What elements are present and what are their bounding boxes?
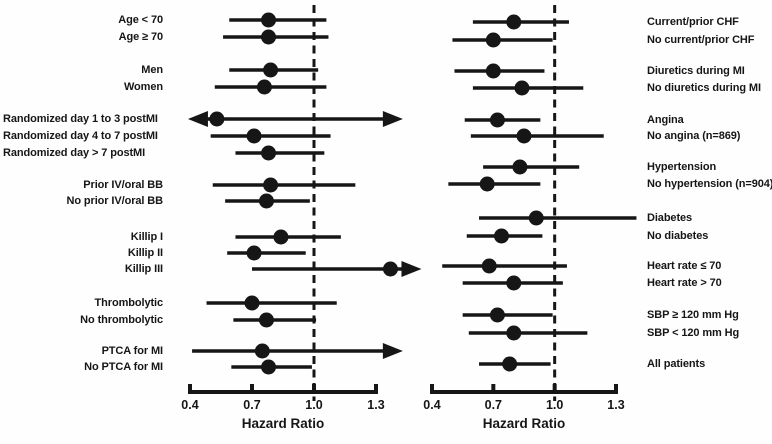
row-label: Age ≥ 70: [118, 31, 163, 43]
point-estimate-dot: [209, 111, 225, 127]
x-axis-title: Hazard Ratio: [242, 416, 325, 431]
row-label: No hypertension (n=904): [647, 178, 772, 190]
row-label: Randomized day 4 to 7 postMI: [3, 130, 158, 142]
x-axis-tick: [430, 384, 434, 392]
ci-arrow-left: [187, 111, 208, 127]
point-estimate-dot: [382, 261, 398, 277]
row-label: Diuretics during MI: [647, 65, 745, 77]
x-axis-tick: [552, 384, 557, 392]
point-estimate-dot: [506, 325, 522, 341]
row-label: Killip III: [124, 263, 163, 275]
point-estimate-dot: [263, 62, 279, 78]
row-label: No diuretics during MI: [647, 82, 761, 94]
row-label: No thrombolytic: [80, 314, 163, 326]
row-label: Heart rate > 70: [647, 277, 722, 289]
row-label: Men: [141, 64, 163, 76]
x-tick-label: 0.4: [423, 398, 440, 412]
row-label: PTCA for MI: [101, 345, 164, 357]
x-axis-tick: [491, 384, 496, 392]
row-label: No current/prior CHF: [647, 34, 755, 46]
point-estimate-dot: [479, 176, 495, 192]
row-label: SBP < 120 mm Hg: [647, 327, 740, 339]
point-estimate-dot: [502, 356, 518, 372]
point-estimate-dot: [244, 295, 260, 311]
point-estimate-dot: [485, 32, 501, 48]
row-label: All patients: [647, 358, 706, 370]
x-tick-label: 1.3: [607, 398, 624, 412]
row-label: Diabetes: [647, 212, 693, 224]
point-estimate-dot: [506, 275, 522, 291]
x-axis-tick: [312, 384, 316, 392]
x-axis-tick: [188, 384, 192, 392]
row-label: No diabetes: [647, 230, 709, 242]
x-axis-tick: [250, 384, 254, 392]
row-label: Randomized day 1 to 3 postMI: [3, 113, 158, 125]
x-tick-label: 0.7: [243, 398, 260, 412]
row-label: Women: [123, 81, 163, 93]
row-label: Age < 70: [118, 14, 163, 26]
point-estimate-dot: [261, 145, 277, 161]
point-estimate-dot: [256, 79, 272, 95]
point-estimate-dot: [489, 112, 505, 128]
row-label: Prior IV/oral BB: [83, 179, 163, 191]
point-estimate-dot: [516, 128, 532, 144]
point-estimate-dot: [273, 229, 289, 245]
ci-arrow-right: [382, 111, 403, 127]
point-estimate-dot: [485, 63, 501, 79]
row-label: Killip II: [127, 247, 163, 259]
point-estimate-dot: [263, 177, 279, 193]
point-estimate-dot: [261, 29, 277, 45]
x-tick-label: 0.4: [181, 398, 198, 412]
x-axis-title: Hazard Ratio: [483, 416, 566, 431]
row-label: SBP ≥ 120 mm Hg: [647, 309, 739, 321]
point-estimate-dot: [254, 343, 270, 359]
x-axis-tick: [614, 384, 618, 392]
row-label: Heart rate ≤ 70: [647, 260, 722, 272]
row-label: Killip I: [130, 231, 163, 243]
point-estimate-dot: [258, 312, 274, 328]
point-estimate-dot: [246, 128, 262, 144]
point-estimate-dot: [481, 258, 497, 274]
row-label: Current/prior CHF: [647, 16, 739, 28]
point-estimate-dot: [494, 228, 510, 244]
row-label: Randomized day > 7 postMI: [3, 147, 146, 159]
x-tick-label: 1.0: [305, 398, 322, 412]
point-estimate-dot: [512, 159, 528, 175]
point-estimate-dot: [528, 210, 544, 226]
point-estimate-dot: [514, 80, 530, 96]
point-estimate-dot: [506, 14, 522, 30]
row-label: No angina (n=869): [647, 130, 741, 142]
row-label: Thrombolytic: [94, 297, 164, 309]
point-estimate-dot: [489, 307, 505, 323]
row-label: Hypertension: [647, 161, 717, 173]
x-tick-label: 0.7: [485, 398, 502, 412]
row-label: No prior IV/oral BB: [66, 195, 164, 207]
point-estimate-dot: [261, 359, 277, 375]
point-estimate-dot: [246, 245, 262, 261]
x-axis-tick: [374, 384, 378, 392]
row-label: Angina: [647, 114, 684, 126]
point-estimate-dot: [261, 12, 277, 28]
point-estimate-dot: [258, 193, 274, 209]
row-label: No PTCA for MI: [84, 361, 163, 373]
x-tick-label: 1.0: [546, 398, 563, 412]
ci-arrow-right: [401, 261, 422, 277]
x-tick-label: 1.3: [367, 398, 384, 412]
ci-arrow-right: [382, 343, 403, 359]
